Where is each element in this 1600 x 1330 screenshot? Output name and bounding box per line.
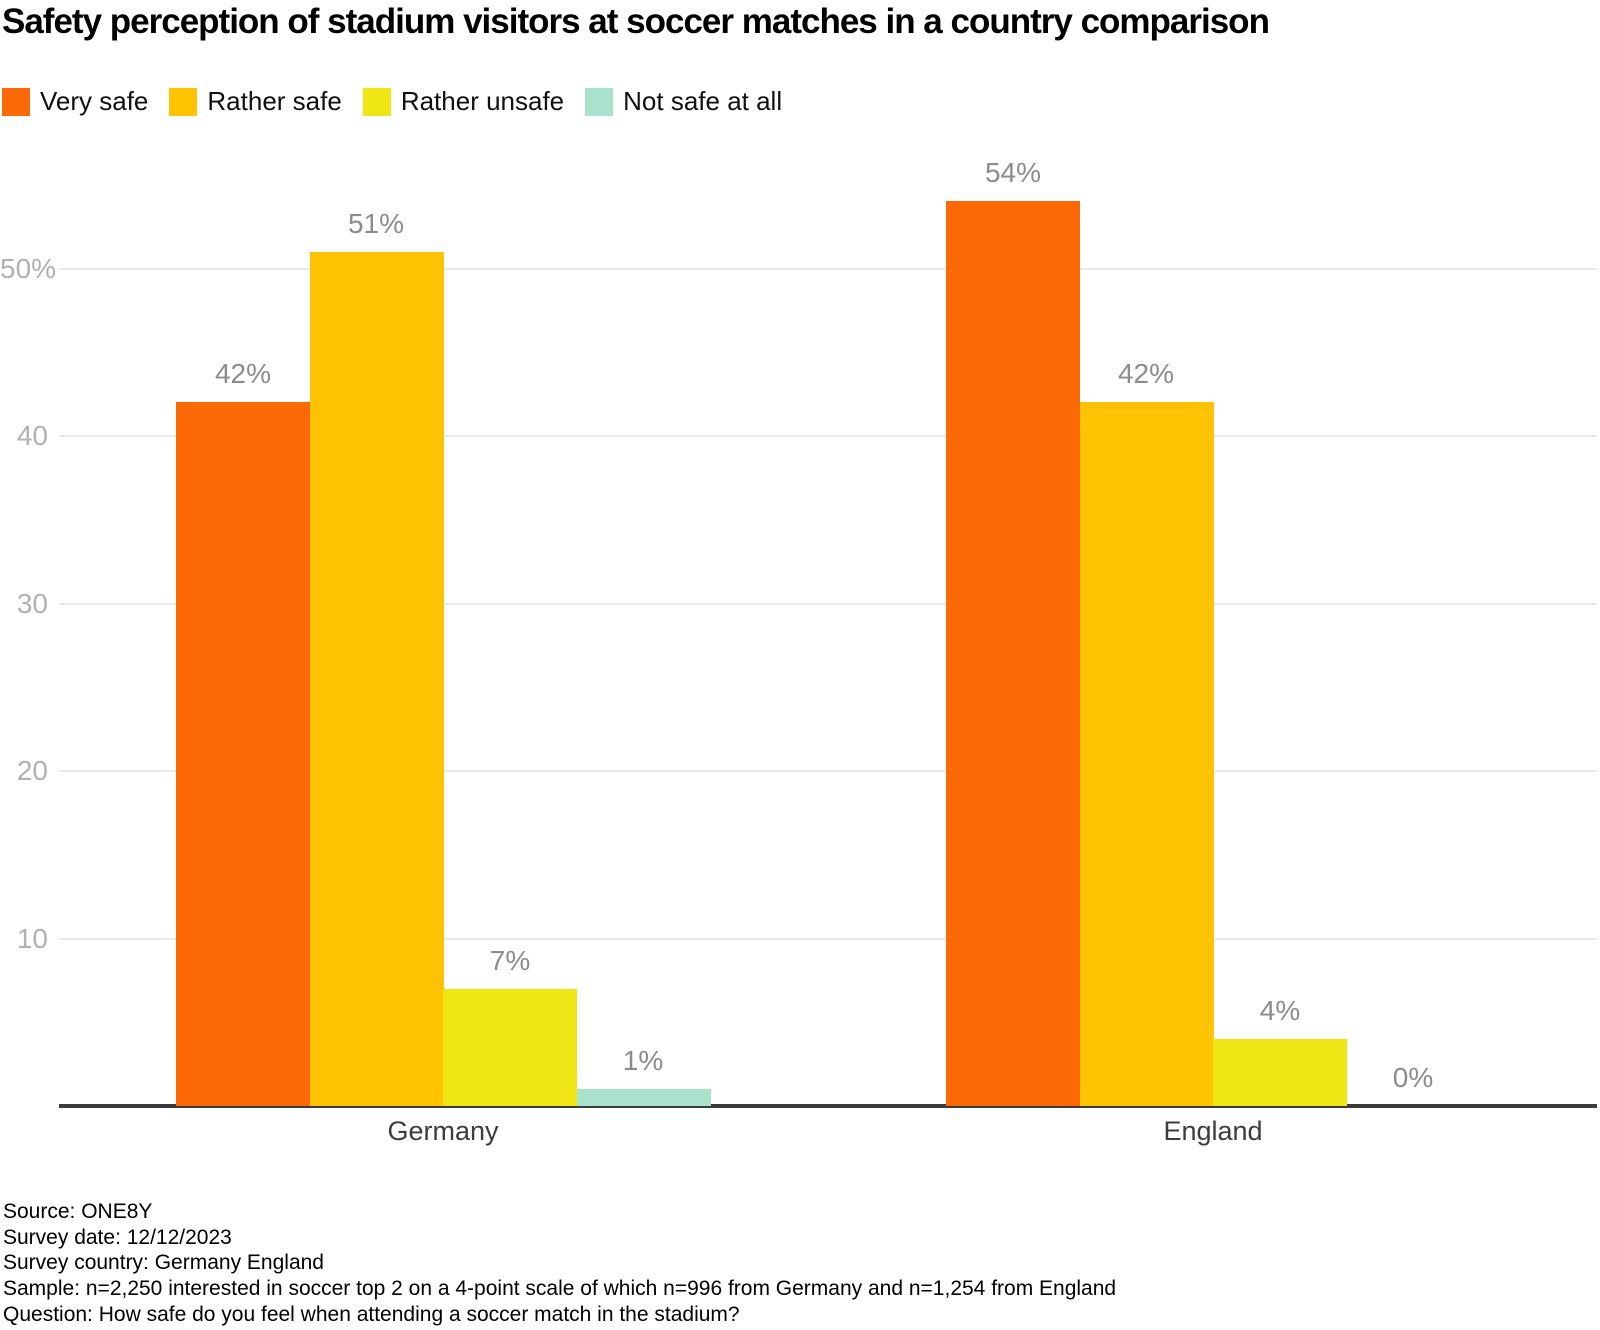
- footer-line-3: Sample: n=2,250 interested in soccer top…: [3, 1277, 1117, 1301]
- footer-line-2: Survey country: Germany England: [3, 1251, 324, 1275]
- legend-label: Rather safe: [207, 86, 342, 116]
- value-label-germany-3: 1%: [622, 1045, 664, 1076]
- legend-item-rather-safe: Rather safe: [169, 86, 342, 117]
- y-tick-label-40: 40: [16, 420, 48, 451]
- legend-swatch-icon: [169, 87, 198, 116]
- legend-item-very-safe: Very safe: [2, 86, 148, 117]
- bar-germany-not-safe-at-all: [577, 1089, 711, 1106]
- category-label-england: England: [1163, 1116, 1263, 1146]
- value-label-england-1: 42%: [1117, 358, 1175, 389]
- gridline-20: [59, 770, 1597, 772]
- legend-label: Rather unsafe: [400, 86, 565, 116]
- category-label-germany: Germany: [387, 1116, 499, 1146]
- legend-label: Not safe at all: [623, 86, 783, 116]
- footer-line-0: Source: ONE8Y: [3, 1200, 153, 1223]
- legend-item-not-safe-at-all: Not safe at all: [585, 86, 782, 117]
- value-label-germany-1: 51%: [347, 208, 405, 239]
- value-label-germany-0: 42%: [214, 358, 272, 389]
- footer-line-1: Survey date: 12/12/2023: [3, 1225, 232, 1249]
- bar-england-rather-safe: [1080, 402, 1214, 1106]
- legend-item-rather-unsafe: Rather unsafe: [362, 86, 565, 117]
- y-tick-label-20: 20: [16, 755, 48, 786]
- legend-swatch-icon: [2, 87, 30, 116]
- y-tick-label-30: 30: [16, 587, 48, 619]
- gridline-40: [59, 435, 1597, 437]
- bar-germany-very-safe: [176, 402, 310, 1106]
- bar-england-rather-unsafe: [1213, 1039, 1347, 1106]
- legend-swatch-icon: [585, 87, 614, 116]
- gridline-30: [59, 602, 1597, 605]
- footer-notes: Source: ONE8Y Survey date: 12/12/2023 Surv…: [3, 1199, 1116, 1328]
- gridline-10: [59, 937, 1597, 940]
- value-label-england-3: 0%: [1392, 1062, 1434, 1093]
- bar-england-very-safe: [946, 201, 1080, 1106]
- gridline-50: [59, 267, 1597, 270]
- chart-title: Safety perception of stadium visitors at…: [2, 2, 1270, 41]
- y-tick-label-10: 10: [16, 922, 48, 954]
- footer-line-4: Question: How safe do you feel when atte…: [3, 1302, 740, 1326]
- legend-swatch-icon: [362, 87, 391, 116]
- bar-germany-rather-unsafe: [443, 989, 577, 1106]
- y-tick-label-50: 50%: [0, 252, 57, 284]
- value-label-germany-2: 7%: [489, 945, 531, 976]
- value-label-england-0: 54%: [984, 157, 1042, 188]
- x-axis-line: [59, 1104, 1597, 1108]
- legend-label: Very safe: [40, 86, 149, 116]
- bar-germany-rather-safe: [310, 252, 444, 1106]
- legend: Very safe Rather safe Rather unsafe Not saf…: [2, 86, 782, 117]
- value-label-england-2: 4%: [1259, 995, 1301, 1026]
